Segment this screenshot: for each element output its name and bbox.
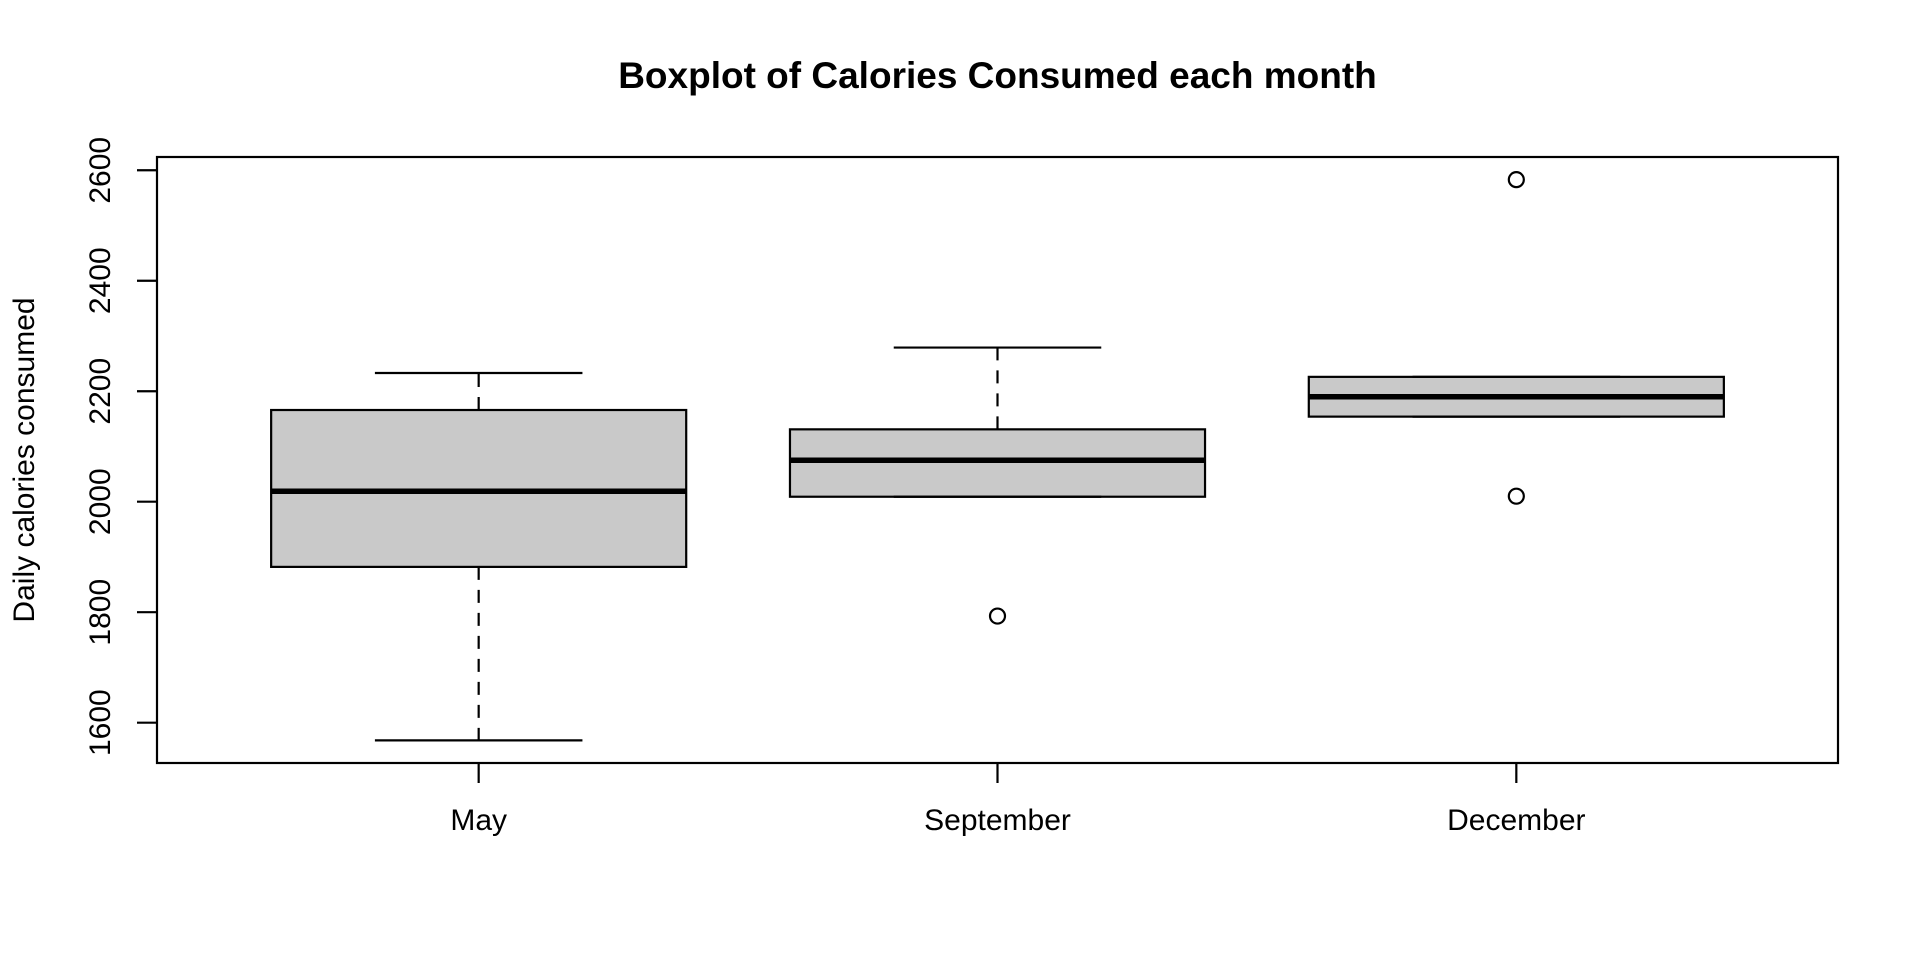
y-tick-label: 2600: [84, 137, 117, 204]
y-tick-label: 2400: [84, 247, 117, 314]
y-tick-label: 2000: [84, 468, 117, 535]
x-tick-label-december: December: [1447, 804, 1585, 837]
y-tick-label: 1600: [84, 689, 117, 756]
iqr-box-september: [788, 428, 1207, 498]
outlier-point-december: [1507, 171, 1525, 189]
iqr-box-may: [270, 408, 688, 568]
chart-title: Boxplot of Calories Consumed each month: [618, 55, 1377, 96]
y-tick-label: 2200: [84, 358, 117, 425]
x-tick-label-may: May: [450, 804, 507, 837]
x-tick-label-september: September: [924, 804, 1071, 837]
outlier-point-september: [988, 607, 1007, 625]
outlier-point-december: [1507, 487, 1525, 505]
y-tick-label: 1800: [84, 579, 117, 646]
